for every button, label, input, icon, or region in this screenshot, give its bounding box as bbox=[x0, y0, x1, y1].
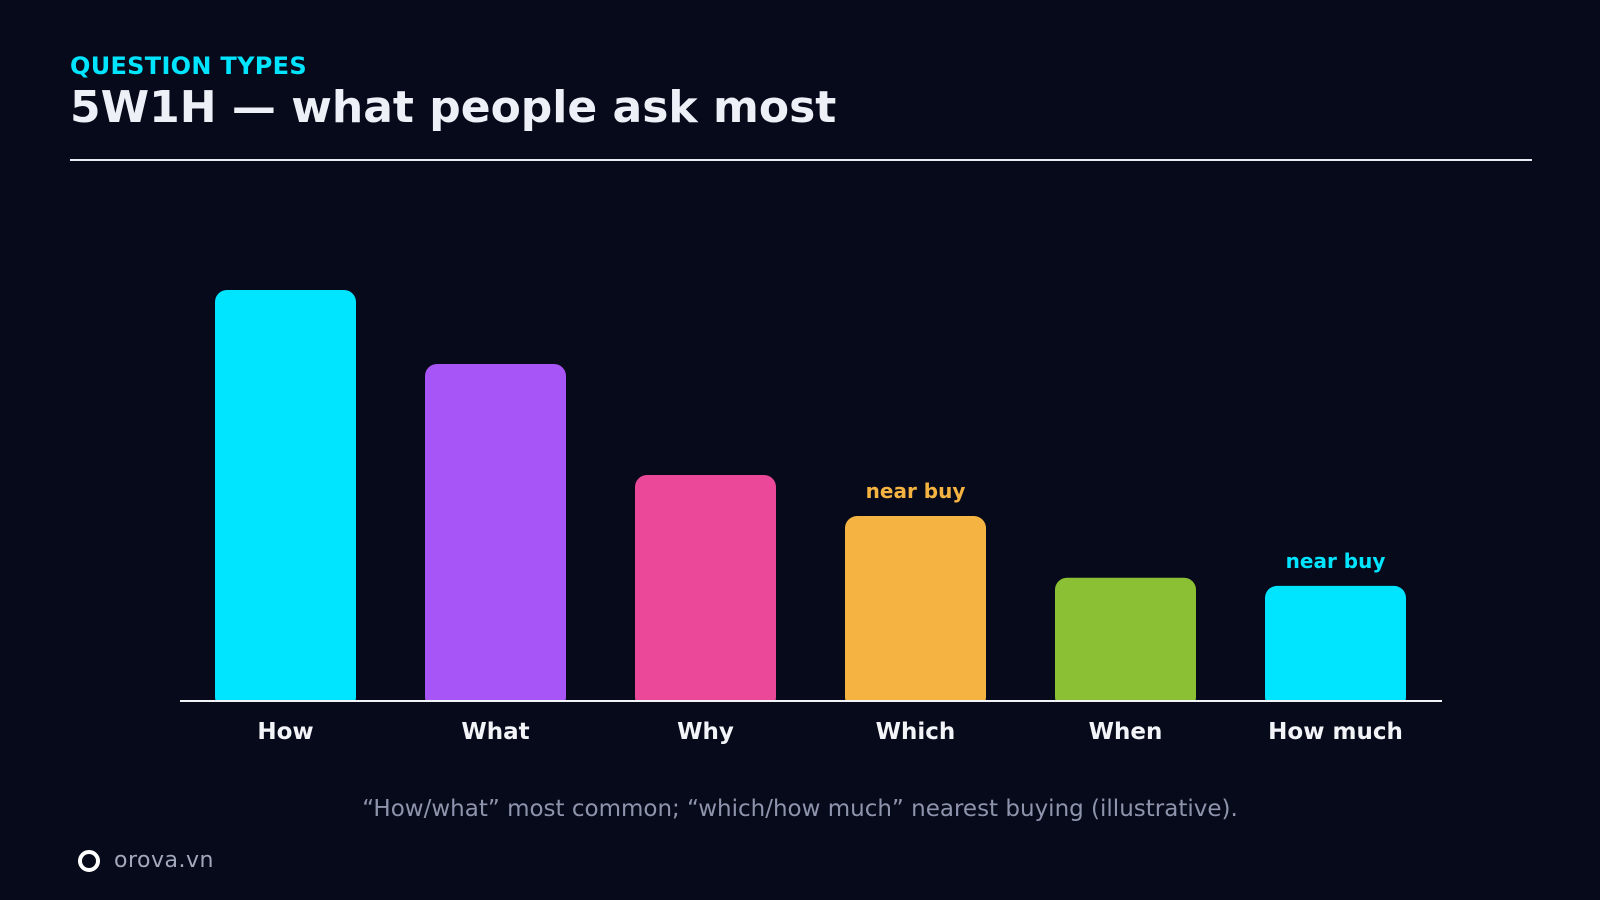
category-label-how-much: How much bbox=[1268, 719, 1403, 745]
page-title: 5W1H — what people ask most bbox=[70, 82, 837, 133]
annotation-how-much: near buy bbox=[1286, 549, 1386, 573]
bar-how-much bbox=[1265, 585, 1406, 709]
bar-why bbox=[635, 474, 776, 709]
chart-caption: “How/what” most common; “which/how much”… bbox=[362, 796, 1238, 822]
category-label-when: When bbox=[1089, 719, 1163, 745]
bar-when bbox=[1055, 577, 1196, 709]
category-label-which: Which bbox=[876, 719, 956, 745]
baseline-mask bbox=[150, 701, 1450, 711]
annotation-which: near buy bbox=[866, 479, 966, 503]
category-label-how: How bbox=[257, 719, 313, 745]
category-label-what: What bbox=[461, 719, 529, 745]
eyebrow-label: QUESTION TYPES bbox=[70, 52, 307, 80]
brand-name: orova.vn bbox=[114, 848, 214, 873]
bar-which bbox=[845, 516, 986, 709]
title-divider bbox=[70, 159, 1532, 161]
bar-what bbox=[425, 363, 566, 709]
brand-logo-icon bbox=[78, 849, 100, 872]
category-label-why: Why bbox=[677, 719, 734, 745]
bar-how bbox=[215, 290, 356, 709]
brand: orova.vn bbox=[78, 848, 214, 873]
